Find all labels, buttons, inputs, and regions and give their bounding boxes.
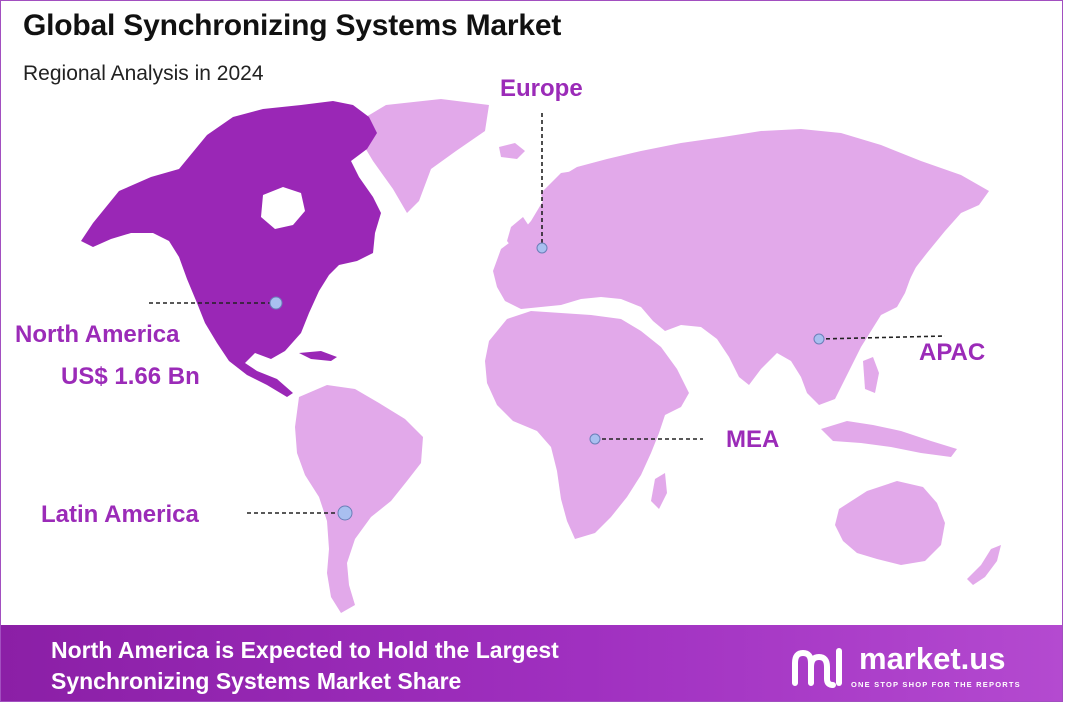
scandinavia-shape <box>541 169 601 233</box>
new-zealand-shape <box>967 545 1001 585</box>
market-us-logo-icon <box>792 648 842 688</box>
caribbean-shape <box>299 351 337 361</box>
europe-label: Europe <box>500 75 583 102</box>
footer-message: North America is Expected to Hold the La… <box>51 635 559 697</box>
madagascar-shape <box>651 473 667 509</box>
brand-tagline: ONE STOP SHOP FOR THE REPORTS <box>851 680 1021 689</box>
brand-logo: market.us ONE STOP SHOP FOR THE REPORTS <box>789 639 1039 695</box>
africa-shape <box>485 311 689 539</box>
japan-shape <box>885 249 917 297</box>
footer-line-1: North America is Expected to Hold the La… <box>51 637 559 663</box>
footer-line-2: Synchronizing Systems Market Share <box>51 668 462 694</box>
philippines-shape <box>863 357 879 393</box>
north-america-marker <box>269 296 283 310</box>
greenland-shape <box>356 99 489 213</box>
mea-marker <box>589 433 601 445</box>
footer-banner: North America is Expected to Hold the La… <box>1 625 1062 701</box>
hudson-bay-shape <box>261 187 305 229</box>
page-subtitle: Regional Analysis in 2024 <box>23 62 264 85</box>
apac-label: APAC <box>919 339 986 366</box>
mea-label: MEA <box>726 426 780 453</box>
apac-leader-line <box>818 335 946 340</box>
south-america-shape <box>295 385 423 613</box>
europe-marker <box>536 242 548 254</box>
north-america-value: US$ 1.66 Bn <box>61 363 200 390</box>
north-america-label: North America <box>15 321 180 348</box>
southeast-asia-islands-shape <box>821 421 957 457</box>
eurasia-shape <box>493 129 989 405</box>
brand-name: market.us <box>859 641 1006 676</box>
north-america-shape <box>81 101 381 397</box>
british-isles-shape <box>507 217 531 251</box>
apac-marker <box>813 333 825 345</box>
iceland-shape <box>499 143 525 159</box>
page-title: Global Synchronizing Systems Market <box>23 9 562 42</box>
latin-america-label: Latin America <box>41 501 199 528</box>
latin-america-marker <box>337 505 353 521</box>
australia-shape <box>835 481 945 565</box>
